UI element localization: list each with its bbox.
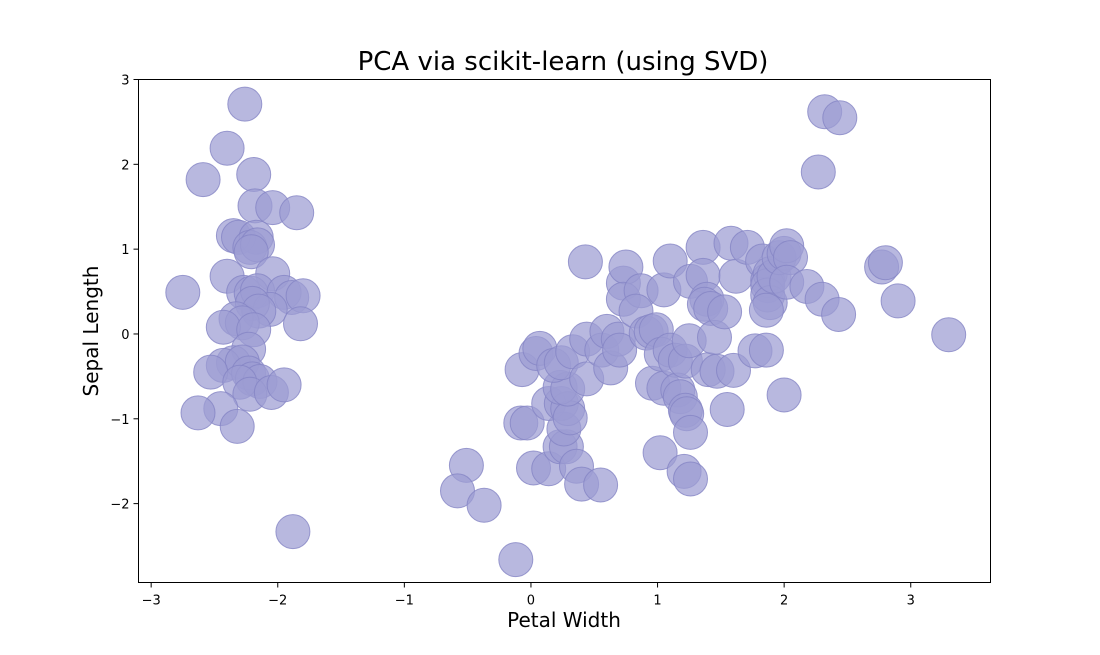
y-tick-label: 1 <box>121 243 129 258</box>
data-point <box>266 367 302 403</box>
data-point <box>583 467 619 503</box>
data-point <box>227 86 263 122</box>
y-tick-label: 3 <box>121 74 129 89</box>
data-point <box>283 306 318 342</box>
data-point <box>279 195 315 231</box>
data-point <box>707 294 743 330</box>
y-tick-label: 2 <box>121 158 129 173</box>
x-axis: −3 −2 −1 0 1 2 3 <box>142 582 915 609</box>
x-tick-label: 0 <box>527 594 535 609</box>
data-point <box>466 487 502 523</box>
data-point <box>642 435 678 471</box>
data-point <box>602 332 638 368</box>
y-tick-label: 0 <box>121 328 129 343</box>
data-point <box>498 542 534 578</box>
y-axis-label: Sepal Length <box>79 266 103 397</box>
data-point <box>233 234 269 270</box>
data-points <box>165 86 967 578</box>
data-point <box>180 395 216 431</box>
x-tick-label: 2 <box>780 594 788 609</box>
x-tick-label: 1 <box>653 594 661 609</box>
data-point <box>673 461 708 497</box>
data-point <box>185 162 221 198</box>
data-point <box>209 130 245 166</box>
data-point <box>748 332 784 368</box>
x-tick-label: −3 <box>142 594 161 609</box>
x-tick-label: 3 <box>907 594 915 609</box>
chart-title: PCA via scikit-learn (using SVD) <box>358 47 769 77</box>
data-point <box>800 154 836 190</box>
data-point <box>709 392 745 427</box>
data-point <box>165 274 201 310</box>
x-tick-label: −2 <box>268 594 287 609</box>
data-point <box>766 377 802 413</box>
x-axis-label: Petal Width <box>507 608 621 632</box>
data-point <box>567 244 603 280</box>
y-tick-label: −1 <box>110 413 129 428</box>
plot-frame <box>138 79 991 583</box>
data-point <box>821 297 857 332</box>
data-point <box>673 414 708 450</box>
data-point <box>822 100 858 136</box>
data-point <box>931 317 967 353</box>
data-point <box>236 157 272 192</box>
data-point <box>219 408 255 444</box>
data-point <box>748 292 784 328</box>
x-tick-label: −1 <box>395 594 414 609</box>
data-point <box>867 245 903 281</box>
data-point <box>275 514 311 550</box>
data-point <box>880 283 916 319</box>
y-axis: −2 −1 0 1 2 3 <box>110 74 139 513</box>
y-tick-label: −2 <box>110 498 129 513</box>
